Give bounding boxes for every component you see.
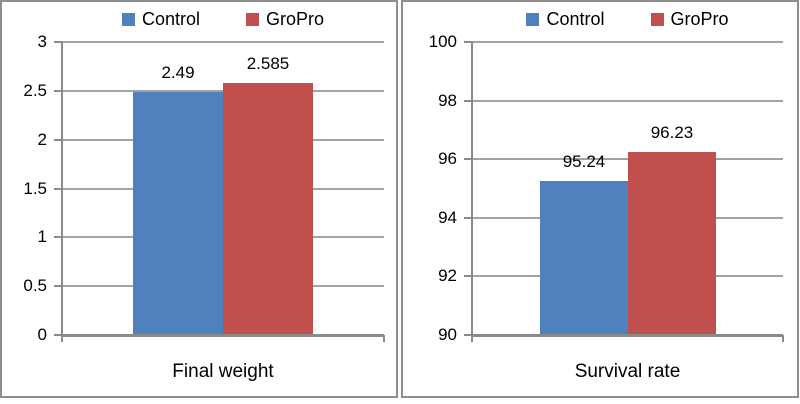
legend-item-control: Control — [526, 9, 605, 29]
y-tick-label: 1.5 — [23, 179, 47, 198]
y-tick-label: 2.5 — [23, 81, 47, 100]
legend-swatch-gropro-icon — [650, 13, 664, 26]
data-label-control: 95.24 — [562, 152, 606, 171]
legend: Control GroPro — [472, 9, 783, 29]
legend-label-gropro: GroPro — [266, 9, 325, 29]
x-axis-tick — [471, 335, 473, 342]
legend-label-control: Control — [141, 9, 200, 29]
x-axis-tick — [782, 335, 784, 342]
y-axis-tick — [464, 100, 473, 102]
legend-swatch-control-icon — [526, 13, 540, 26]
y-axis-tick — [54, 285, 63, 287]
y-axis-tick — [464, 275, 473, 277]
legend-swatch-control-icon — [121, 13, 135, 26]
plot-area: 0 0.5 1 1.5 2 2.5 3 2.49 2.585 — [2, 2, 396, 396]
x-axis-tick — [61, 335, 63, 342]
bar-control — [540, 181, 628, 335]
bar-control — [133, 92, 223, 335]
gridline — [62, 41, 384, 43]
x-axis-tick — [383, 335, 385, 342]
x-axis-title: Survival rate — [574, 361, 681, 382]
legend-label-control: Control — [546, 9, 605, 29]
y-axis-tick — [54, 334, 63, 336]
y-axis-tick — [464, 41, 473, 43]
legend-swatch-gropro-icon — [246, 13, 259, 26]
y-axis-tick — [54, 139, 63, 141]
y-tick-label: 96 — [438, 149, 457, 168]
x-axis-title: Final weight — [172, 361, 274, 382]
y-axis-tick — [54, 41, 63, 43]
x-axis-line — [472, 334, 783, 337]
y-axis-line — [61, 42, 63, 342]
y-axis-tick — [464, 334, 473, 336]
legend-item-control: Control — [121, 9, 200, 29]
y-axis-tick — [464, 217, 473, 219]
data-label-gropro: 96.23 — [650, 123, 694, 142]
y-tick-label: 3 — [37, 32, 47, 51]
y-tick-label: 94 — [438, 208, 457, 227]
legend: Control GroPro — [62, 9, 384, 29]
y-axis-tick — [54, 90, 63, 92]
legend-item-gropro: GroPro — [246, 9, 324, 29]
bar-gropro — [628, 152, 716, 335]
data-label-control: 2.49 — [161, 63, 195, 82]
bar-gropro — [223, 83, 313, 335]
chart-panel-final-weight: Control GroPro 0 0.5 1 1.5 2 2.5 3 2.49 2.585 Fi… — [0, 0, 398, 398]
legend-label-gropro: GroPro — [670, 9, 729, 29]
y-tick-label: 98 — [438, 91, 457, 110]
data-label-gropro: 2.585 — [246, 54, 290, 73]
legend-item-gropro: GroPro — [650, 9, 729, 29]
gridline — [472, 41, 783, 43]
y-axis-tick — [54, 236, 63, 238]
y-tick-label: 100 — [428, 32, 457, 51]
y-axis-tick — [54, 188, 63, 190]
y-axis-line — [471, 42, 473, 342]
x-axis-line — [62, 334, 384, 337]
y-tick-label: 1 — [37, 227, 47, 246]
y-tick-label: 90 — [438, 325, 457, 344]
gridline — [472, 100, 783, 102]
y-tick-label: 92 — [438, 266, 457, 285]
y-tick-label: 0 — [37, 325, 47, 344]
y-axis-tick — [464, 158, 473, 160]
y-tick-label: 2 — [37, 130, 47, 149]
y-tick-label: 0.5 — [23, 276, 47, 295]
chart-panel-survival-rate: Control GroPro 90 92 94 96 98 100 95.24 96.23 S… — [401, 0, 799, 398]
plot-area: 90 92 94 96 98 100 95.24 96.23 — [403, 2, 797, 396]
gridline — [472, 158, 783, 160]
